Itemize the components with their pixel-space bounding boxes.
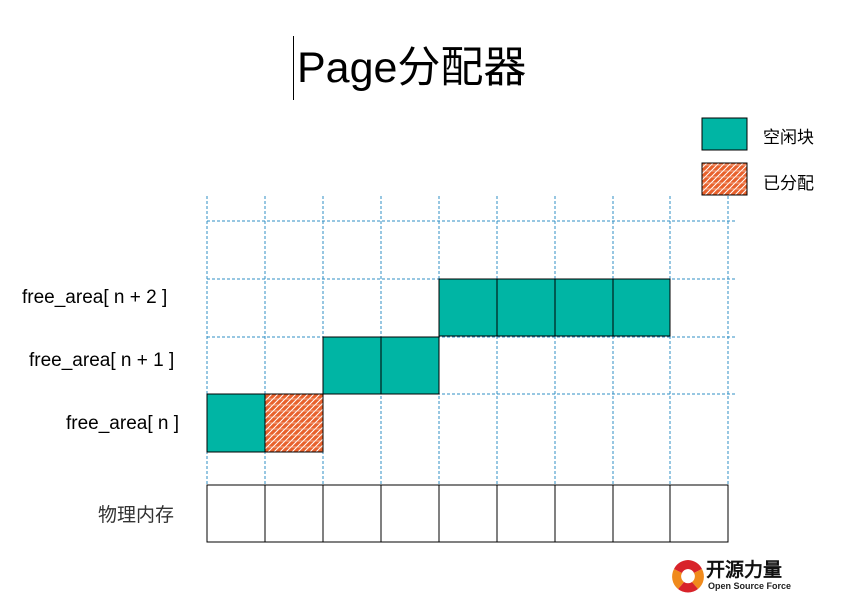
legend-free-swatch bbox=[701, 117, 748, 151]
row-label-n-plus-1: free_area[ n + 1 ] bbox=[29, 350, 175, 371]
logo-subtitle: Open Source Force bbox=[708, 581, 792, 591]
allocated-block-cell bbox=[264, 393, 324, 453]
legend-allocated-label: 已分配 bbox=[763, 174, 814, 193]
free-block-cell bbox=[438, 278, 498, 337]
legend-allocated-swatch bbox=[701, 162, 748, 196]
row-label-n: free_area[ n ] bbox=[66, 413, 180, 434]
row-n-blocks bbox=[206, 393, 324, 453]
physical-memory-strip bbox=[206, 484, 729, 543]
free-block-cell bbox=[322, 336, 382, 395]
row-n-plus-2-free-block bbox=[438, 278, 671, 337]
free-block-cell bbox=[612, 278, 671, 337]
row-label-n-plus-2: free_area[ n + 2 ] bbox=[22, 287, 168, 308]
logo-emblem-icon bbox=[671, 559, 705, 593]
logo-name: 开源力量 bbox=[706, 560, 783, 581]
free-block-cell bbox=[380, 336, 440, 395]
brand-logo: 开源力量 Open Source Force bbox=[668, 553, 808, 597]
row-n-plus-1-free-block bbox=[322, 336, 440, 395]
page-title: Page分配器 bbox=[297, 44, 527, 92]
legend-free-label: 空闲块 bbox=[763, 128, 814, 147]
free-block-cell bbox=[554, 278, 614, 337]
text-cursor bbox=[293, 36, 294, 100]
physical-memory-label: 物理内存 bbox=[98, 505, 175, 526]
free-block-cell bbox=[206, 393, 266, 453]
free-block-cell bbox=[496, 278, 556, 337]
